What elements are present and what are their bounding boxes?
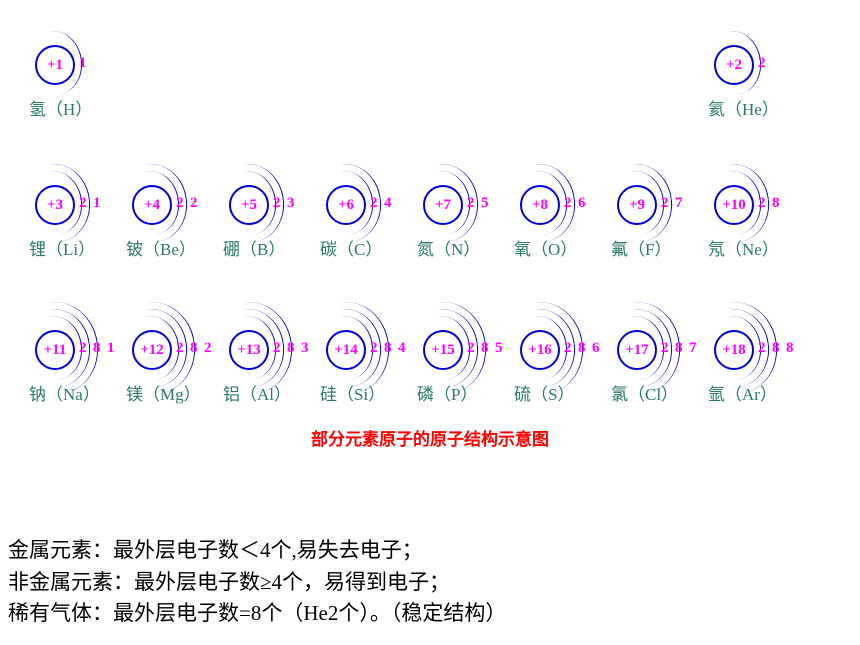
element-label: 硼（B） [223, 235, 285, 260]
shell-electron-count: 6 [592, 340, 600, 357]
element-label: 氖（Ne） [708, 235, 779, 260]
electron-shell-1 [702, 27, 765, 98]
shell-electron-count: 1 [79, 55, 87, 72]
shell-electron-count: 1 [93, 195, 101, 212]
shell-electron-count: 3 [287, 195, 295, 212]
shell-electron-count: 6 [578, 195, 586, 212]
shell-electron-count: 2 [176, 340, 184, 357]
shell-electron-count: 2 [204, 340, 212, 357]
element-label: 镁（Mg） [126, 380, 201, 405]
shell-electron-count: 8 [93, 340, 101, 357]
shell-electron-count: 2 [273, 195, 281, 212]
shell-electron-count: 8 [190, 340, 198, 357]
note-line: 稀有气体：最外层电子数=8个（He2个）。（稳定结构） [8, 598, 506, 630]
element-label: 氮（N） [417, 235, 480, 260]
element-label: 钠（Na） [29, 380, 100, 405]
shell-electron-count: 8 [786, 340, 794, 357]
shell-electron-count: 2 [370, 340, 378, 357]
shell-electron-count: 4 [384, 195, 392, 212]
electron-shell-1 [23, 27, 86, 98]
shell-electron-count: 2 [758, 340, 766, 357]
element-label: 氢（H） [29, 95, 92, 120]
element-label: 氟（F） [611, 235, 671, 260]
atom-diagram-canvas: +11氢（H）+22氦（He）+321锂（Li）+422铍（Be）+523硼（B… [20, 15, 840, 460]
element-label: 铝（Al） [223, 380, 291, 405]
shell-electron-count: 2 [370, 195, 378, 212]
shell-electron-count: 5 [481, 195, 489, 212]
shell-electron-count: 2 [273, 340, 281, 357]
element-label: 硫（S） [514, 380, 574, 405]
shell-electron-count: 2 [467, 340, 475, 357]
shell-electron-count: 8 [772, 195, 780, 212]
element-label: 氯（Cl） [611, 380, 678, 405]
shell-electron-count: 3 [301, 340, 309, 357]
shell-electron-count: 2 [467, 195, 475, 212]
shell-electron-count: 8 [384, 340, 392, 357]
shell-electron-count: 8 [578, 340, 586, 357]
element-label: 碳（C） [320, 235, 382, 260]
element-label: 氩（Ar） [708, 380, 777, 405]
shell-electron-count: 2 [79, 340, 87, 357]
element-label: 锂（Li） [29, 235, 95, 260]
shell-electron-count: 2 [661, 195, 669, 212]
element-label: 磷（P） [417, 380, 477, 405]
element-label: 氧（O） [514, 235, 577, 260]
shell-electron-count: 8 [287, 340, 295, 357]
shell-electron-count: 2 [758, 195, 766, 212]
shell-electron-count: 8 [481, 340, 489, 357]
note-line: 非金属元素：最外层电子数≥4个，易得到电子； [8, 567, 506, 599]
diagram-caption: 部分元素原子的原子结构示意图 [0, 425, 860, 450]
shell-electron-count: 2 [79, 195, 87, 212]
notes-block: 金属元素：最外层电子数＜4个,易失去电子；非金属元素：最外层电子数≥4个，易得到… [8, 535, 506, 630]
element-label: 硅（Si） [320, 380, 385, 405]
shell-electron-count: 8 [772, 340, 780, 357]
shell-electron-count: 4 [398, 340, 406, 357]
shell-electron-count: 2 [564, 195, 572, 212]
element-label: 铍（Be） [126, 235, 196, 260]
element-label: 氦（He） [708, 95, 779, 120]
note-line: 金属元素：最外层电子数＜4个,易失去电子； [8, 535, 506, 567]
shell-electron-count: 5 [495, 340, 503, 357]
shell-electron-count: 2 [564, 340, 572, 357]
shell-electron-count: 1 [107, 340, 115, 357]
shell-electron-count: 2 [176, 195, 184, 212]
shell-electron-count: 8 [675, 340, 683, 357]
shell-electron-count: 2 [190, 195, 198, 212]
shell-electron-count: 7 [689, 340, 697, 357]
shell-electron-count: 7 [675, 195, 683, 212]
shell-electron-count: 2 [661, 340, 669, 357]
shell-electron-count: 2 [758, 55, 766, 72]
